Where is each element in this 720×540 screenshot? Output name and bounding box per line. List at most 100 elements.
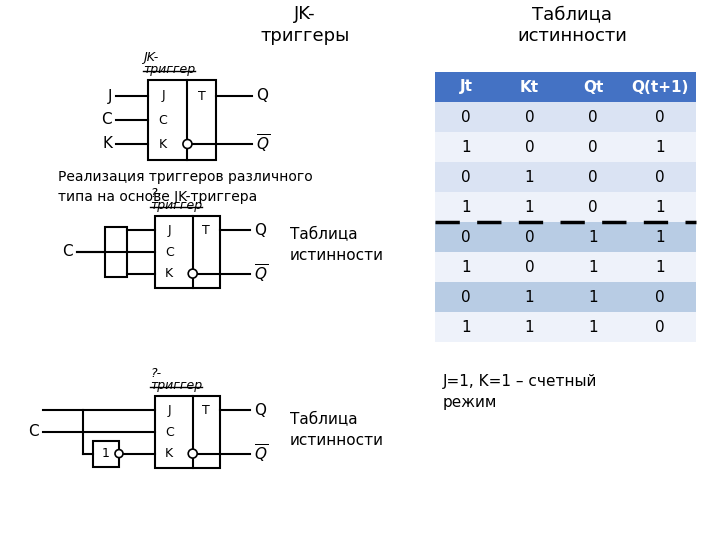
Bar	[435, 72, 497, 102]
Text: Таблица
истинности: Таблица истинности	[517, 5, 627, 45]
Text: 0: 0	[655, 289, 665, 305]
Bar	[155, 396, 220, 468]
Text: 0: 0	[462, 170, 471, 185]
Bar	[435, 312, 497, 342]
Bar	[562, 102, 624, 132]
Text: C: C	[28, 424, 39, 440]
Bar	[497, 192, 562, 222]
Text: 0: 0	[588, 170, 598, 185]
Bar	[624, 132, 696, 162]
Text: 1: 1	[588, 320, 598, 334]
Text: Таблица
истинности: Таблица истинности	[290, 227, 384, 263]
Text: 0: 0	[588, 110, 598, 125]
Bar	[562, 192, 624, 222]
Text: C: C	[165, 426, 174, 438]
Text: 1: 1	[102, 447, 110, 460]
Text: C: C	[158, 113, 167, 126]
Text: Q: Q	[256, 89, 268, 104]
Text: K: K	[159, 138, 167, 151]
Bar	[624, 102, 696, 132]
Text: 0: 0	[462, 230, 471, 245]
Text: 1: 1	[525, 289, 534, 305]
Bar	[562, 162, 624, 192]
Text: 0: 0	[525, 230, 534, 245]
Text: 0: 0	[462, 110, 471, 125]
Text: Jt: Jt	[459, 79, 472, 94]
Circle shape	[115, 450, 123, 457]
Text: Kt: Kt	[520, 79, 539, 94]
Text: Q: Q	[254, 223, 266, 238]
Text: 1: 1	[462, 260, 471, 274]
Text: K: K	[165, 267, 174, 280]
Text: T: T	[202, 224, 210, 237]
Text: 0: 0	[655, 320, 665, 334]
Text: K: K	[165, 447, 174, 460]
Text: 0: 0	[525, 139, 534, 154]
Text: 1: 1	[462, 199, 471, 214]
Bar	[435, 222, 497, 252]
Text: Реализация триггеров различного
типа на основе JK-триггера: Реализация триггеров различного типа на …	[58, 170, 312, 204]
Bar	[435, 192, 497, 222]
Bar	[562, 312, 624, 342]
Text: $\overline{Q}$: $\overline{Q}$	[254, 443, 268, 464]
Bar	[624, 162, 696, 192]
Text: 1: 1	[655, 139, 665, 154]
Text: 0: 0	[588, 199, 598, 214]
Text: триггер: триггер	[143, 63, 195, 76]
Circle shape	[183, 139, 192, 148]
Bar	[435, 282, 497, 312]
Text: 0: 0	[462, 289, 471, 305]
Circle shape	[188, 269, 197, 278]
Text: 0: 0	[525, 110, 534, 125]
Text: 1: 1	[588, 260, 598, 274]
Text: $\overline{Q}$: $\overline{Q}$	[254, 262, 268, 285]
Bar	[148, 80, 216, 160]
Text: 1: 1	[462, 139, 471, 154]
Text: J: J	[168, 404, 171, 417]
Text: 1: 1	[588, 289, 598, 305]
Bar	[435, 252, 497, 282]
Text: триггер: триггер	[150, 379, 202, 392]
Bar	[435, 162, 497, 192]
Bar	[497, 252, 562, 282]
Bar	[155, 216, 220, 288]
Text: $\overline{Q}$: $\overline{Q}$	[256, 133, 270, 155]
Text: C: C	[63, 245, 73, 260]
Text: 1: 1	[525, 199, 534, 214]
Text: T: T	[198, 90, 206, 103]
Text: JK-: JK-	[143, 51, 158, 64]
Bar	[562, 132, 624, 162]
Bar	[562, 72, 624, 102]
Bar	[624, 192, 696, 222]
Text: 1: 1	[655, 199, 665, 214]
Text: T: T	[202, 404, 210, 417]
Text: 1: 1	[588, 230, 598, 245]
Bar	[562, 282, 624, 312]
Bar	[497, 72, 562, 102]
Bar	[562, 252, 624, 282]
Text: J: J	[161, 90, 165, 103]
Text: 0: 0	[588, 139, 598, 154]
Text: триггер: триггер	[150, 199, 202, 212]
Text: ?-: ?-	[150, 367, 161, 380]
Bar	[624, 282, 696, 312]
Text: 1: 1	[655, 230, 665, 245]
Text: J=1, K=1 – счетный
режим: J=1, K=1 – счетный режим	[443, 374, 598, 410]
Text: JK-
триггеры: JK- триггеры	[261, 5, 350, 45]
Text: Qt: Qt	[582, 79, 603, 94]
Bar	[105, 227, 127, 276]
Bar	[497, 282, 562, 312]
Bar	[624, 222, 696, 252]
Bar	[497, 162, 562, 192]
Bar	[624, 312, 696, 342]
Bar	[93, 441, 119, 467]
Bar	[435, 102, 497, 132]
Text: 1: 1	[525, 320, 534, 334]
Text: 0: 0	[655, 110, 665, 125]
Text: K: K	[102, 137, 112, 152]
Bar	[435, 132, 497, 162]
Bar	[497, 312, 562, 342]
Text: 0: 0	[525, 260, 534, 274]
Text: 0: 0	[655, 170, 665, 185]
Text: 1: 1	[525, 170, 534, 185]
